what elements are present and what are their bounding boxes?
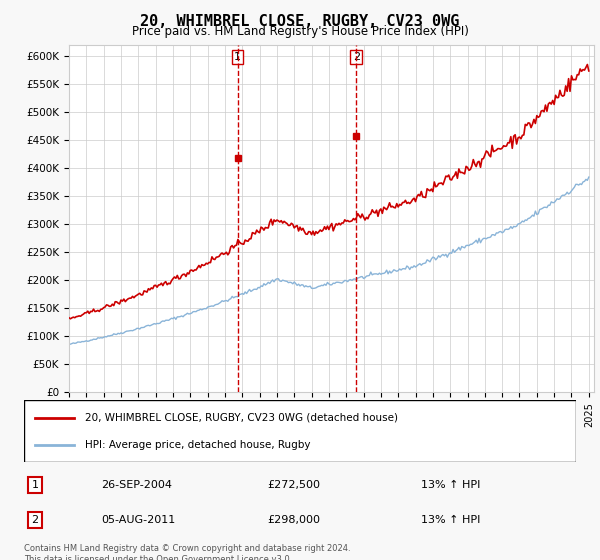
Text: £272,500: £272,500: [267, 480, 320, 490]
Text: 13% ↑ HPI: 13% ↑ HPI: [421, 515, 481, 525]
Text: 20, WHIMBREL CLOSE, RUGBY, CV23 0WG (detached house): 20, WHIMBREL CLOSE, RUGBY, CV23 0WG (det…: [85, 413, 398, 423]
Text: 2: 2: [353, 52, 360, 62]
Text: 26-SEP-2004: 26-SEP-2004: [101, 480, 172, 490]
FancyBboxPatch shape: [24, 400, 576, 462]
Text: £298,000: £298,000: [267, 515, 320, 525]
Text: HPI: Average price, detached house, Rugby: HPI: Average price, detached house, Rugb…: [85, 440, 310, 450]
Text: 1: 1: [32, 480, 38, 490]
Text: Contains HM Land Registry data © Crown copyright and database right 2024.
This d: Contains HM Land Registry data © Crown c…: [24, 544, 350, 560]
Text: 13% ↑ HPI: 13% ↑ HPI: [421, 480, 481, 490]
Text: 05-AUG-2011: 05-AUG-2011: [101, 515, 176, 525]
Text: Price paid vs. HM Land Registry's House Price Index (HPI): Price paid vs. HM Land Registry's House …: [131, 25, 469, 38]
Text: 1: 1: [234, 52, 241, 62]
Text: 2: 2: [31, 515, 38, 525]
Text: 20, WHIMBREL CLOSE, RUGBY, CV23 0WG: 20, WHIMBREL CLOSE, RUGBY, CV23 0WG: [140, 14, 460, 29]
